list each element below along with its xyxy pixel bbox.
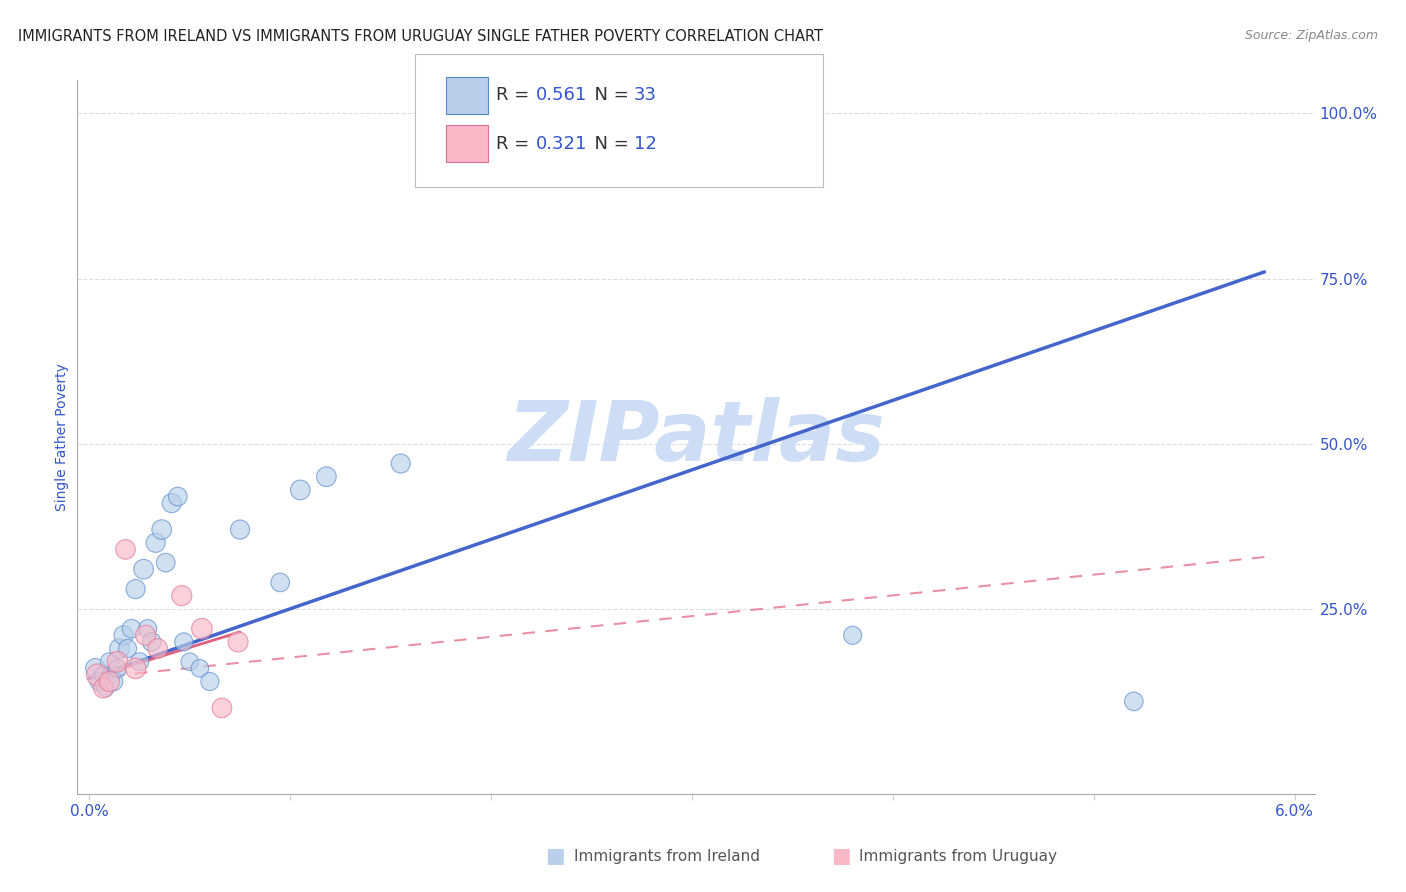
Text: 0.561: 0.561 [536,87,586,104]
Text: ■: ■ [546,847,565,866]
Point [170,589,193,603]
Point [108,641,131,656]
Point [132,562,155,576]
Point [103,674,125,689]
Point [191,622,214,636]
Point [229,523,252,537]
Point [84,661,107,675]
Point [100,668,122,682]
Point [94,681,117,695]
Point [145,536,167,550]
Point [179,655,201,669]
Text: R =: R = [496,135,536,153]
Text: R =: R = [496,87,536,104]
Point [226,635,249,649]
Text: N =: N = [583,135,636,153]
Text: IMMIGRANTS FROM IRELAND VS IMMIGRANTS FROM URUGUAY SINGLE FATHER POVERTY CORRELA: IMMIGRANTS FROM IRELAND VS IMMIGRANTS FR… [18,29,824,44]
Point [112,628,135,642]
Point [198,674,221,689]
Point [150,523,173,537]
Text: N =: N = [583,87,636,104]
Text: ■: ■ [831,847,851,866]
Text: Immigrants from Ireland: Immigrants from Ireland [574,849,759,863]
Point [114,542,136,557]
Point [841,628,863,642]
Point [98,674,121,689]
Text: 33: 33 [634,87,657,104]
Text: 12: 12 [634,135,657,153]
Text: ZIPatlas: ZIPatlas [508,397,884,477]
Point [86,668,108,682]
Text: Immigrants from Uruguay: Immigrants from Uruguay [859,849,1057,863]
Point [128,655,150,669]
Point [121,622,143,636]
Text: Source: ZipAtlas.com: Source: ZipAtlas.com [1244,29,1378,42]
Point [107,661,129,675]
Point [136,622,159,636]
Point [188,661,211,675]
Point [98,655,121,669]
Point [141,635,163,649]
Point [124,582,146,596]
Point [160,496,183,510]
Text: 0.321: 0.321 [536,135,588,153]
Point [290,483,312,497]
Point [124,661,146,675]
Point [1122,694,1144,708]
Point [107,655,129,669]
Point [117,641,139,656]
Point [89,674,111,689]
Point [93,668,115,682]
Point [155,556,177,570]
Point [146,641,169,656]
Point [315,469,337,483]
Point [166,490,188,504]
Y-axis label: Single Father Poverty: Single Father Poverty [55,363,69,511]
Point [211,701,233,715]
Point [389,457,412,471]
Point [93,681,115,695]
Point [135,628,157,642]
Point [173,635,195,649]
Point [269,575,291,590]
